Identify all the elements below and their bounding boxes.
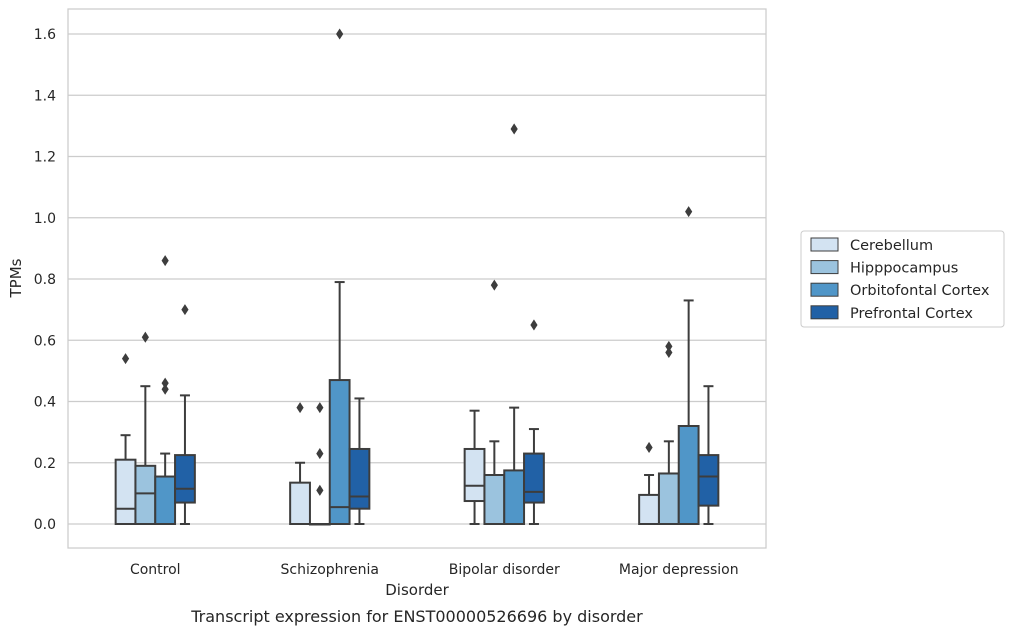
y-axis-ticks: 0.0 0.2 0.4 0.6 0.8 1.0 1.2 1.4 1.6 [34,27,56,533]
outlier-point [316,448,324,460]
legend-label: Orbitofontal Cortex [850,283,990,299]
outlier-point [665,346,673,359]
box-2-2 [503,123,526,525]
x-tick-label: Major depression [619,562,739,578]
y-tick-label: 0.4 [34,395,56,411]
outlier-point [490,279,498,291]
legend-label: Hipppocampus [850,261,958,277]
box-0-2 [463,409,486,525]
outlier-point [296,402,304,414]
y-tick-label: 1.0 [34,211,56,227]
chart-caption: Transcript expression for ENST0000052669… [190,607,643,626]
x-tick-label: Bipolar disorder [449,562,560,578]
box-body [463,447,486,503]
box-body [677,425,700,525]
outlier-point [141,331,149,343]
y-tick-label: 1.6 [34,27,56,43]
legend-label: Prefrontal Cortex [850,306,973,322]
legend: Cerebellum Hipppocampus Orbitofontal Corte… [800,230,1005,328]
box-3-0 [174,304,196,525]
y-tick-label: 1.4 [34,88,56,104]
box-3-1 [348,397,371,525]
legend-swatch [810,305,839,320]
box-body [483,474,506,525]
box-1-0 [134,331,157,525]
grid [68,33,766,525]
legend-label: Cerebellum [850,238,933,254]
box-0-3 [638,441,660,525]
box-body [348,447,371,510]
outlier-point [645,441,653,453]
box-body [289,481,311,525]
box-body [328,379,351,525]
outlier-point [181,304,189,316]
box-3-2 [523,319,545,525]
y-tick-label: 0.8 [34,272,56,288]
plot-frame [67,8,767,549]
legend-swatch [810,237,839,252]
outlier-point [685,206,693,218]
x-tick-label: Schizophrenia [281,562,379,578]
box-2-0 [154,255,177,525]
outlier-point [665,340,673,352]
y-axis-title: TPMs [7,258,25,298]
box-body [638,493,660,525]
outlier-point [161,255,169,267]
box-0-0 [114,353,137,525]
outlier-point [316,402,324,414]
y-tick-label: 0.2 [34,456,56,472]
box-body [503,469,526,525]
box-body [114,458,137,525]
box-body [697,454,720,507]
y-tick-label: 0.6 [34,333,56,349]
outlier-point [316,484,324,496]
legend-swatch [810,282,839,297]
y-tick-label: 0.0 [34,517,56,533]
box-1-2 [483,279,506,525]
boxes [114,28,720,526]
outlier-point [121,353,130,365]
legend-swatch [810,260,839,275]
box-0-1 [289,402,311,525]
box-body [134,464,157,525]
box-1-3 [657,340,680,525]
box-body [154,475,177,525]
box-2-3 [677,206,700,525]
box-body [174,454,196,504]
outlier-point [336,28,344,40]
x-tick-label: Control [130,562,181,578]
outlier-point [161,377,169,389]
outlier-point [510,123,518,135]
y-tick-label: 1.2 [34,150,56,166]
x-axis-title: Disorder [385,581,449,599]
box-body [523,452,545,504]
box-2-1 [328,28,351,525]
x-axis-ticks: Control Schizophrenia Bipolar disorder Majo… [130,562,739,578]
outlier-point [161,383,169,395]
box-body [657,472,680,525]
legend-frame [800,230,1005,328]
box-3-3 [697,385,720,525]
outlier-point [530,319,538,331]
